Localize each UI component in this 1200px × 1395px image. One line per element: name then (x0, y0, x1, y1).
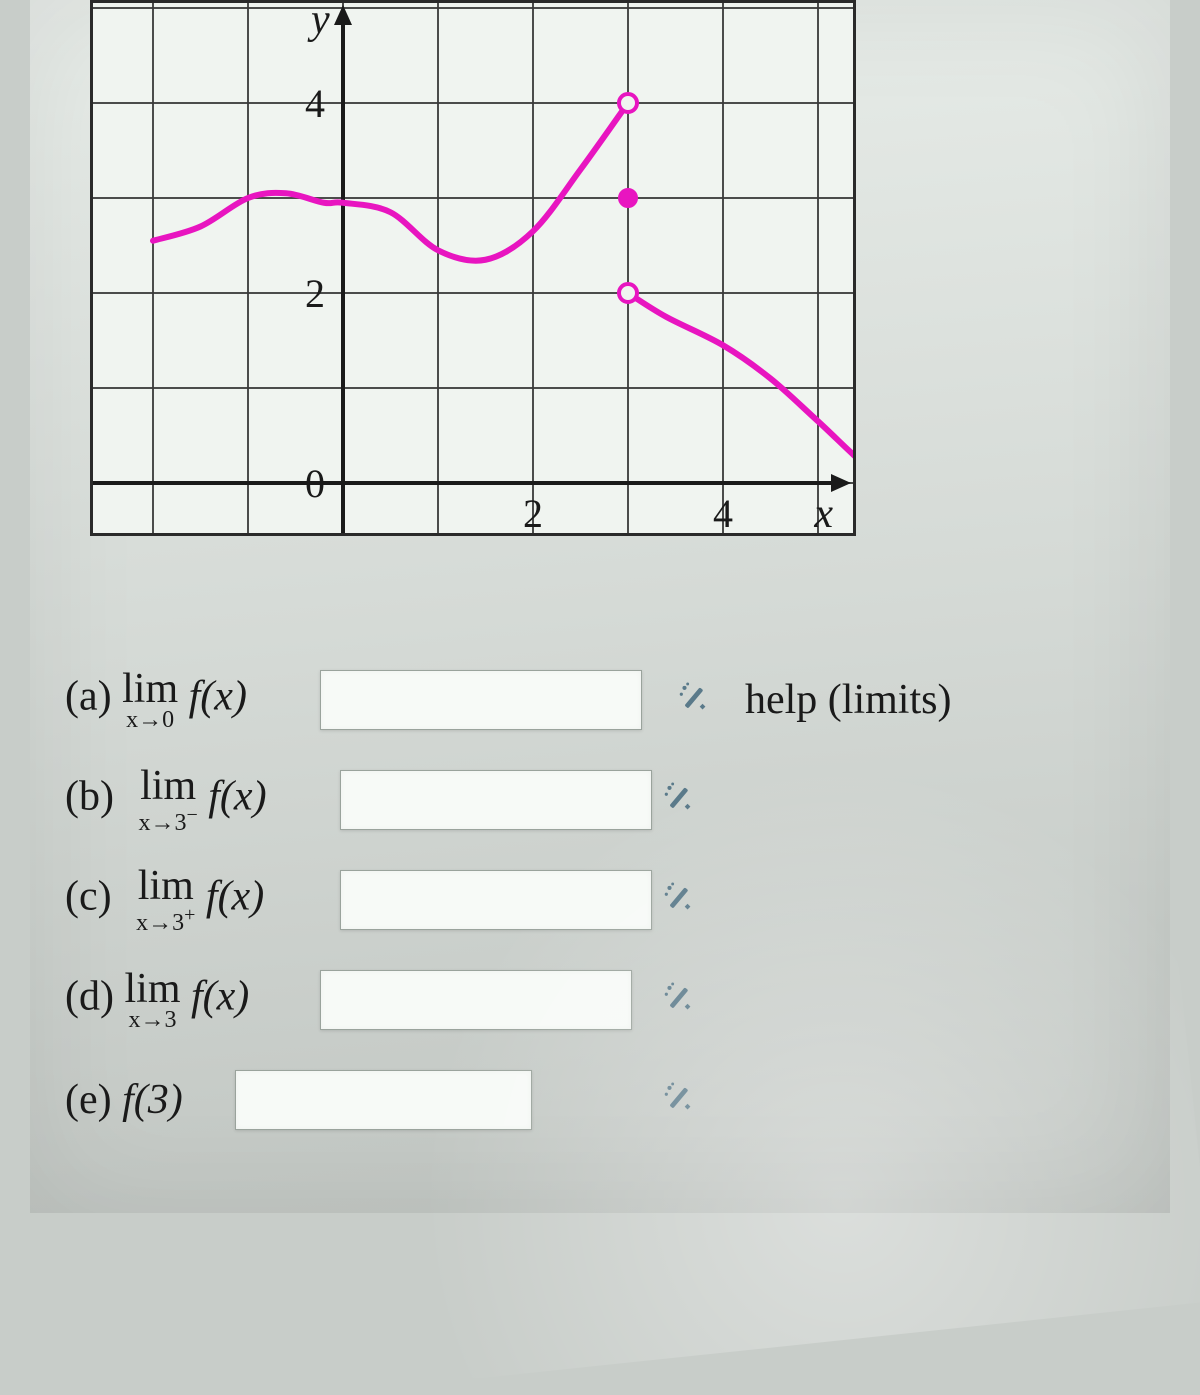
limit-notation: lim x→3 (124, 968, 180, 1032)
graph-svg: 0 2 4 2 4 y x (93, 3, 853, 533)
answer-input-d[interactable] (320, 970, 632, 1030)
q-letter: (d) (65, 974, 114, 1020)
svg-text:y: y (307, 3, 330, 43)
svg-text:4: 4 (305, 81, 325, 126)
question-label-e: (e) f(3) (65, 1076, 183, 1124)
plain-expr: f(3) (122, 1077, 183, 1123)
answer-input-b[interactable] (340, 770, 652, 830)
lim-expr: f(x) (191, 974, 249, 1020)
lim-expr: f(x) (189, 674, 247, 720)
svg-text:2: 2 (523, 491, 543, 533)
lim-word: lim (124, 968, 180, 1010)
question-label-d: (d) lim x→3 f(x) (65, 968, 249, 1032)
limit-notation: lim x→3+ (136, 865, 195, 935)
preview-icon[interactable] (660, 780, 698, 818)
question-row-b: (b) lim x→3− f(x) (65, 750, 1115, 850)
help-link[interactable]: help (limits) (745, 676, 951, 724)
questions-block: (a) lim x→0 f(x) help (limits) (b) lim x… (65, 650, 1115, 1150)
q-letter: (a) (65, 674, 112, 720)
q-letter: (c) (65, 874, 112, 920)
preview-icon[interactable] (660, 1080, 698, 1118)
q-letter: (e) (65, 1077, 112, 1123)
graph-panel: 0 2 4 2 4 y x (90, 0, 856, 536)
preview-icon[interactable] (660, 880, 698, 918)
limit-notation: lim x→3− (138, 765, 197, 835)
lim-approach: x→0 (122, 708, 178, 732)
question-row-d: (d) lim x→3 f(x) (65, 950, 1115, 1050)
svg-text:2: 2 (305, 271, 325, 316)
q-letter: (b) (65, 774, 114, 820)
question-row-a: (a) lim x→0 f(x) help (limits) (65, 650, 1115, 750)
answer-input-c[interactable] (340, 870, 652, 930)
preview-icon[interactable] (675, 680, 713, 718)
limit-notation: lim x→0 (122, 668, 178, 732)
question-row-c: (c) lim x→3+ f(x) (65, 850, 1115, 950)
page: 0 2 4 2 4 y x (a) lim x→0 f(x) help (limits) (… (30, 0, 1170, 1213)
svg-text:0: 0 (305, 461, 325, 506)
svg-text:x: x (813, 491, 833, 533)
lim-expr: f(x) (206, 874, 264, 920)
lim-word: lim (138, 765, 197, 807)
answer-input-a[interactable] (320, 670, 642, 730)
lim-approach: x→3+ (136, 905, 195, 935)
lim-expr: f(x) (208, 774, 266, 820)
lim-word: lim (122, 668, 178, 710)
lim-approach: x→3 (124, 1008, 180, 1032)
answer-input-e[interactable] (235, 1070, 532, 1130)
lim-approach: x→3− (138, 805, 197, 835)
preview-icon[interactable] (660, 980, 698, 1018)
question-label-b: (b) lim x→3− f(x) (65, 765, 267, 835)
svg-text:4: 4 (713, 491, 733, 533)
question-label-c: (c) lim x→3+ f(x) (65, 865, 264, 935)
question-label-a: (a) lim x→0 f(x) (65, 668, 247, 732)
lim-word: lim (136, 865, 195, 907)
question-row-e: (e) f(3) (65, 1050, 1115, 1150)
